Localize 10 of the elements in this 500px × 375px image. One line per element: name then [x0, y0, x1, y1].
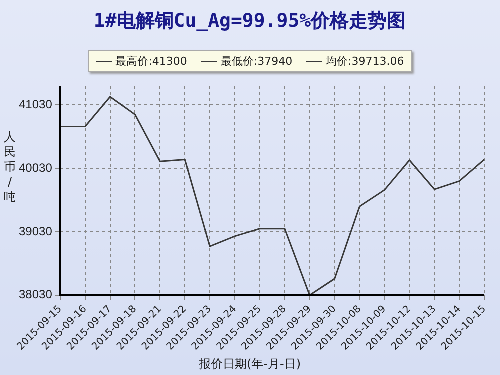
chart-title: 1#电解铜Cu_Ag=99.95%价格走势图 [92, 9, 408, 34]
text: 最高价:41300 [116, 54, 188, 68]
y-tick-label: 41030 [18, 98, 53, 112]
y-tick-label: 40030 [18, 160, 53, 175]
y-tick-label: 39030 [18, 224, 53, 238]
x-axis-title: 报价日期(年-月-日) [198, 356, 302, 373]
y-tick-label: 38030 [18, 288, 53, 302]
text: 均价:39713.06 [326, 54, 404, 68]
text: 最低价:37940 [220, 54, 293, 68]
y-axis-title: 人民币/吨 [3, 130, 17, 205]
